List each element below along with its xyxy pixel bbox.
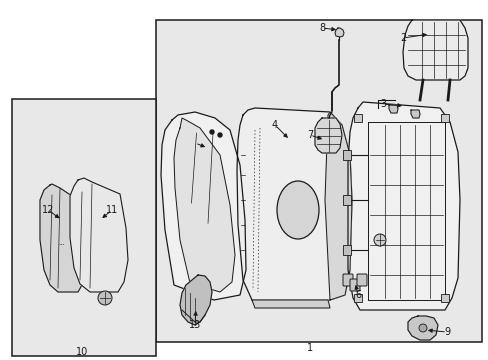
Polygon shape bbox=[410, 110, 419, 118]
Text: 8: 8 bbox=[318, 23, 325, 33]
Bar bbox=[440, 114, 448, 122]
Text: 7: 7 bbox=[306, 130, 312, 140]
Polygon shape bbox=[347, 102, 459, 310]
FancyBboxPatch shape bbox=[342, 274, 352, 286]
Polygon shape bbox=[388, 105, 397, 113]
Polygon shape bbox=[314, 118, 341, 153]
FancyBboxPatch shape bbox=[349, 279, 359, 291]
Circle shape bbox=[98, 291, 112, 305]
Text: 1: 1 bbox=[306, 343, 312, 353]
FancyBboxPatch shape bbox=[356, 274, 366, 286]
Polygon shape bbox=[251, 300, 329, 308]
Polygon shape bbox=[174, 118, 235, 292]
Bar bbox=[155, 20, 481, 342]
Polygon shape bbox=[237, 108, 351, 300]
Text: ...: ... bbox=[59, 240, 65, 246]
Ellipse shape bbox=[276, 181, 318, 239]
Text: 10: 10 bbox=[76, 347, 88, 357]
Bar bbox=[342, 245, 350, 255]
Text: 3: 3 bbox=[379, 99, 385, 109]
Polygon shape bbox=[407, 316, 437, 340]
Polygon shape bbox=[402, 20, 467, 80]
Circle shape bbox=[418, 324, 426, 332]
Text: 4: 4 bbox=[271, 120, 278, 130]
Polygon shape bbox=[161, 112, 245, 300]
Bar bbox=[342, 195, 350, 205]
Text: 9: 9 bbox=[443, 327, 449, 337]
Text: 12: 12 bbox=[42, 205, 54, 215]
Polygon shape bbox=[40, 184, 84, 292]
Polygon shape bbox=[334, 28, 343, 37]
Circle shape bbox=[373, 234, 385, 246]
Polygon shape bbox=[180, 275, 212, 325]
Text: 2: 2 bbox=[399, 33, 406, 43]
Polygon shape bbox=[70, 178, 128, 292]
Text: 13: 13 bbox=[188, 320, 201, 330]
Bar bbox=[12, 99, 156, 356]
Circle shape bbox=[218, 133, 222, 137]
Bar bbox=[440, 294, 448, 302]
Polygon shape bbox=[325, 112, 351, 300]
Text: 11: 11 bbox=[106, 205, 118, 215]
Bar bbox=[342, 150, 350, 160]
Bar bbox=[353, 114, 361, 122]
Bar bbox=[353, 294, 361, 302]
Text: 6: 6 bbox=[354, 290, 360, 300]
Circle shape bbox=[209, 130, 214, 134]
Text: 5: 5 bbox=[191, 133, 198, 143]
